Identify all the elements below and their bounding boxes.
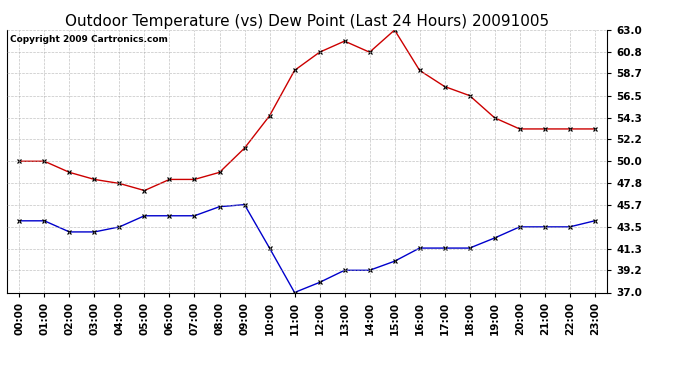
Title: Outdoor Temperature (vs) Dew Point (Last 24 Hours) 20091005: Outdoor Temperature (vs) Dew Point (Last… — [65, 14, 549, 29]
Text: Copyright 2009 Cartronics.com: Copyright 2009 Cartronics.com — [10, 35, 168, 44]
